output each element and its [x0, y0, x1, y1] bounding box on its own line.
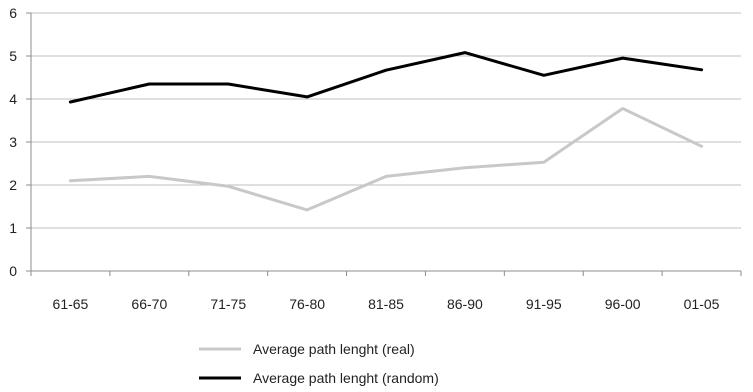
x-tick-label-76-80: 76-80	[289, 296, 325, 312]
series-line-real	[68, 107, 704, 212]
series-line-random	[68, 51, 704, 104]
legend-label-real: Average path lenght (real)	[253, 341, 415, 357]
x-tick-label-96-00: 96-00	[605, 296, 641, 312]
x-tick-label-61-65: 61-65	[53, 296, 89, 312]
y-tick-label-1: 1	[9, 220, 17, 236]
y-tick-label-2: 2	[9, 177, 17, 193]
legend-item-real: Average path lenght (real)	[199, 341, 415, 357]
x-tick-label-91-95: 91-95	[526, 296, 562, 312]
series-lines	[68, 51, 704, 212]
legend-item-random: Average path lenght (random)	[199, 370, 439, 386]
y-tick-label-6: 6	[9, 5, 17, 21]
x-tick-label-71-75: 71-75	[210, 296, 246, 312]
legend-label-random: Average path lenght (random)	[253, 370, 439, 386]
legend: Average path lenght (real) Average path …	[199, 341, 439, 386]
x-tick-label-81-85: 81-85	[368, 296, 404, 312]
x-axis-tick-labels: 61-65 66-70 71-75 76-80 81-85 86-90 91-95 96-00…	[53, 296, 720, 312]
y-tick-label-5: 5	[9, 48, 17, 64]
axes	[26, 12, 742, 276]
y-tick-label-4: 4	[9, 91, 17, 107]
gridlines	[31, 12, 741, 229]
x-tick-label-66-70: 66-70	[131, 296, 167, 312]
x-tick-label-01-05: 01-05	[684, 296, 720, 312]
y-axis-tick-labels: 0 1 2 3 4 5 6	[9, 5, 17, 279]
x-tick-label-86-90: 86-90	[447, 296, 483, 312]
y-tick-label-3: 3	[9, 134, 17, 150]
y-tick-label-0: 0	[9, 263, 17, 279]
